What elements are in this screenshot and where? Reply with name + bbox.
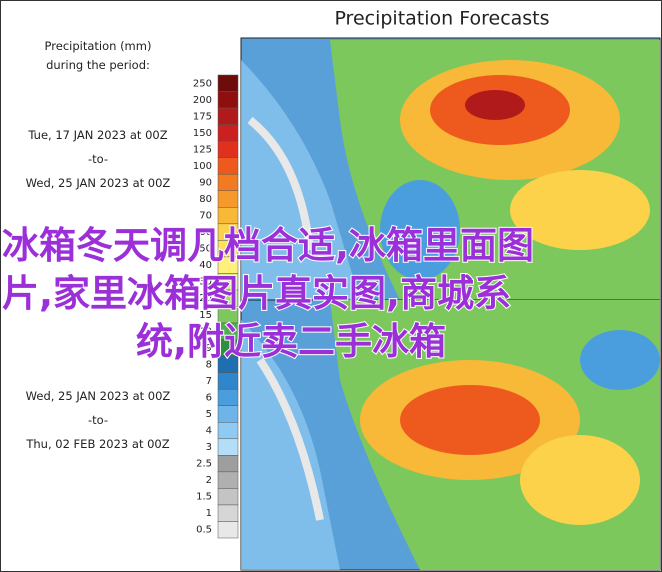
colorbar-label: 9 <box>206 343 212 354</box>
colorbar-label: 7 <box>206 376 212 387</box>
colorbar-label: 15 <box>199 310 212 321</box>
legend-title: Precipitation (mm) <box>45 39 152 53</box>
colorbar-swatch <box>217 438 239 456</box>
colorbar-swatch <box>217 91 239 109</box>
colorbar-swatch <box>217 455 239 473</box>
colorbar-swatch <box>217 157 239 175</box>
colorbar-swatch <box>217 388 239 406</box>
colorbar-label: 20 <box>199 293 212 304</box>
period-sep: -to- <box>88 413 108 427</box>
period-end: Wed, 25 JAN 2023 at 00Z <box>26 176 171 190</box>
colorbar-label: 1.5 <box>196 492 212 503</box>
colorbar-swatch <box>217 521 239 539</box>
colorbar-swatch <box>217 124 239 142</box>
colorbar-label: 80 <box>199 194 212 205</box>
colorbar-label: 125 <box>193 144 212 155</box>
legend-title: during the period: <box>46 58 150 72</box>
colorbar-label: 70 <box>199 211 212 222</box>
colorbar-label: 60 <box>199 227 212 238</box>
colorbar-swatch <box>217 207 239 225</box>
colorbar-swatch <box>217 74 239 92</box>
colorbar-swatch <box>217 107 239 125</box>
colorbar-label: 10 <box>199 326 212 337</box>
period-start: Wed, 25 JAN 2023 at 00Z <box>26 389 171 403</box>
colorbar-label: 50 <box>199 244 212 255</box>
colorbar-label: 1 <box>206 508 212 519</box>
colorbar-label: 150 <box>193 128 212 139</box>
colorbar-label: 30 <box>199 277 212 288</box>
colorbar-label: 2 <box>206 475 212 486</box>
map-bottom <box>240 299 661 571</box>
title: Precipitation Forecasts <box>334 8 549 30</box>
map-top <box>240 37 661 301</box>
colorbar-swatch <box>217 140 239 158</box>
colorbar-label: 2.5 <box>196 459 212 470</box>
colorbar-swatch <box>217 422 239 440</box>
colorbar-swatch <box>217 488 239 506</box>
colorbar-label: 90 <box>199 177 212 188</box>
colorbar-swatch <box>217 504 239 522</box>
colorbar-label: 6 <box>206 392 212 403</box>
colorbar-label: 5 <box>206 409 212 420</box>
period-sep: -to- <box>88 152 108 166</box>
overlay-text: 统,附近卖二手冰箱 <box>136 320 446 363</box>
colorbar-label: 40 <box>199 260 212 271</box>
colorbar-label: 175 <box>193 111 212 122</box>
colorbar-swatch <box>217 190 239 208</box>
colorbar-label: 0.5 <box>196 525 212 536</box>
colorbar-label: 3 <box>206 442 212 453</box>
colorbar-label: 8 <box>206 359 212 370</box>
period-start: Tue, 17 JAN 2023 at 00Z <box>27 128 167 142</box>
colorbar-label: 100 <box>193 161 212 172</box>
colorbar-swatch <box>217 173 239 191</box>
colorbar-swatch <box>217 471 239 489</box>
colorbar-label: 250 <box>193 78 212 89</box>
period-end: Thu, 02 FEB 2023 at 00Z <box>25 437 169 451</box>
overlay-text: 冰箱冬天调几档合适,冰箱里面图 <box>2 224 534 267</box>
colorbar-swatch <box>217 405 239 423</box>
colorbar: 2502001751501251009080706050403020151098… <box>193 74 239 539</box>
colorbar-label: 200 <box>193 95 212 106</box>
overlay-text: 片,家里冰箱图片真实图,商城系 <box>2 272 511 315</box>
colorbar-swatch <box>217 372 239 390</box>
colorbar-label: 4 <box>206 426 212 437</box>
